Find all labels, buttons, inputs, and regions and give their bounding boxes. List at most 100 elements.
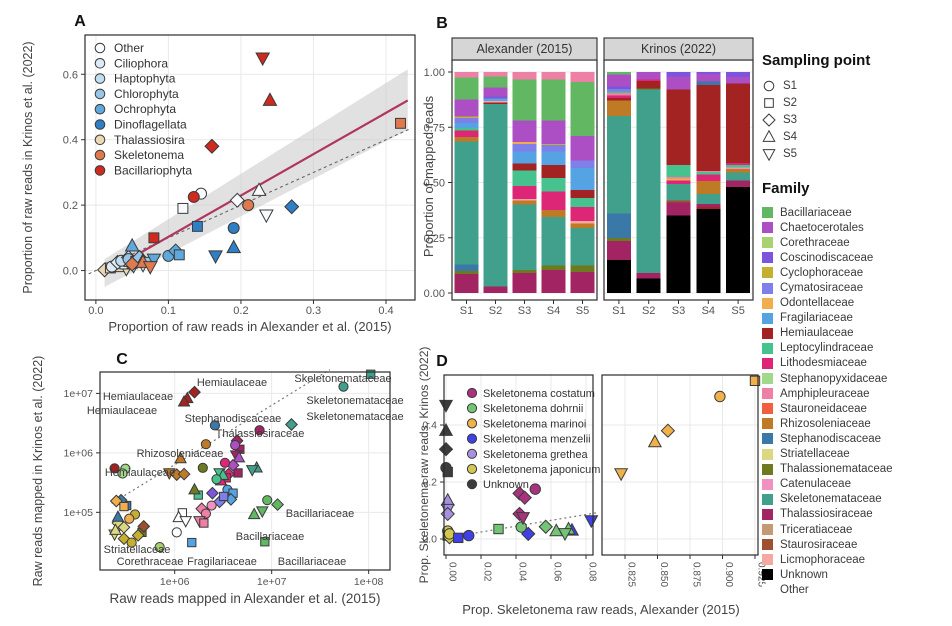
bar-segment [541, 210, 566, 217]
family-legend-item: Other [762, 582, 950, 597]
chart-text: 1.00 [424, 67, 445, 79]
plot-border [84, 34, 416, 301]
chart-text: Prop. Skeletonema raw reads, Alexander (… [462, 602, 740, 617]
chart-text: 0.02 [482, 562, 493, 582]
bar-segment [666, 184, 691, 201]
data-point-square [366, 369, 376, 379]
chart-text: S5 [576, 305, 589, 317]
square-icon [762, 96, 776, 110]
chart-text: 0.6 [63, 69, 78, 81]
color-swatch-icon [762, 554, 773, 566]
family-legend-label: Bacillariaceae [780, 206, 852, 219]
chart-text: Thalassiosira [114, 133, 185, 147]
bar-segment [696, 81, 721, 85]
chart-text: Stephanodiscaceae [185, 413, 282, 425]
chart-text: Unknown [483, 479, 529, 491]
bar-segment [696, 84, 721, 172]
bar-segment [541, 151, 566, 165]
shape-glyph [762, 148, 776, 161]
chart-text: 0.00 [447, 562, 458, 582]
data-point-square [119, 501, 129, 512]
chart-text: Rhizosoleniaceae [137, 448, 224, 460]
chart-text: 1e+07 [257, 576, 287, 588]
chart-text: 1e+06 [64, 447, 94, 459]
data-point-triangle-up [177, 394, 191, 407]
color-swatch-icon [762, 207, 773, 219]
data-point-circle [187, 190, 200, 203]
chart-text: Hemiaulaceae [197, 377, 267, 389]
bar-segment [541, 269, 566, 293]
plot-border [601, 374, 759, 556]
bar-segment [483, 87, 508, 97]
bar-segment [570, 168, 595, 191]
family-legend-label: Unknown [780, 568, 828, 581]
data-point-circle [154, 542, 165, 553]
data-point-circle [94, 165, 106, 176]
data-point-square [442, 466, 453, 478]
data-point-diamond [762, 112, 776, 127]
chart-text: 0.925 [756, 562, 767, 587]
chart-text: S4 [702, 305, 715, 317]
data-point-circle [94, 58, 106, 69]
family-legend-label: Coscinodiscaceae [780, 251, 874, 264]
data-point-triangle-down [255, 52, 271, 67]
bar-segment [454, 137, 479, 142]
bar-segment [606, 88, 631, 92]
bar-segment [570, 227, 595, 266]
data-point-square [191, 220, 203, 232]
color-swatch-icon [762, 312, 773, 324]
chart-text: D [436, 353, 448, 370]
family-legend-label: Striatellaceae [780, 448, 850, 461]
chart-text: Proportion of mapped reads [421, 95, 436, 257]
chart-text: 0.2 [63, 200, 78, 212]
family-legend-label: Amphipleuraceae [780, 387, 870, 400]
bar-segment [606, 100, 631, 117]
data-point-circle [94, 73, 106, 84]
data-point-circle [94, 42, 106, 54]
triangle-up-icon [762, 129, 776, 144]
bar-segment [512, 269, 537, 274]
family-legend-item: Cymatosiraceae [762, 280, 950, 295]
chart-text: 0.4 [422, 420, 437, 432]
family-legend-label: Rhizosoleniaceae [780, 417, 871, 430]
color-swatch-icon [762, 373, 773, 385]
sampling-legend-item: S4 [762, 128, 950, 145]
bar-segment [636, 88, 661, 90]
color-swatch-icon [762, 388, 773, 400]
bar-segment [570, 272, 595, 293]
bar-segment [541, 164, 566, 179]
data-point-square [764, 97, 774, 108]
data-point-circle [466, 463, 478, 475]
data-point-triangle-down [146, 253, 162, 268]
color-swatch-icon [762, 493, 773, 505]
family-legend-item: Stauroneidaceae [762, 401, 950, 416]
data-point-circle [529, 483, 541, 495]
chart-text: Prop. Skeletonema raw reads, Krinos (202… [417, 347, 431, 584]
family-legend-item: Leptocylindraceae [762, 341, 950, 356]
chart-text: 1e+07 [64, 388, 94, 400]
chart-text: 0.3 [306, 305, 321, 317]
chart-text: 0.0 [63, 266, 78, 278]
diamond-icon [762, 112, 776, 127]
shape-glyph [764, 97, 774, 108]
bar-segment [512, 185, 537, 200]
bar-segment [541, 144, 566, 152]
chart-text: Thalassiosiraceae [216, 428, 305, 440]
data-point-diamond [137, 519, 151, 533]
family-legend-item: Catenulaceae [762, 477, 950, 492]
bar-segment [696, 171, 721, 173]
chart-text: S2 [489, 305, 502, 317]
family-legend-item: Chaetocerotales [762, 220, 950, 235]
data-point-diamond [538, 519, 553, 534]
chart-text: Proportion of raw reads in Krinos et al.… [21, 41, 35, 293]
sampling-legend-label: S4 [783, 130, 798, 143]
bar-segment [666, 72, 691, 77]
data-point-circle [200, 508, 212, 519]
chart-text: Chlorophyta [114, 87, 179, 101]
bar-segment [454, 77, 479, 100]
plot-background [602, 375, 758, 555]
data-point-diamond [131, 528, 145, 542]
family-legend-label: Fragilariaceae [780, 312, 853, 325]
color-swatch-icon [762, 569, 773, 581]
bar-segment [726, 180, 751, 187]
